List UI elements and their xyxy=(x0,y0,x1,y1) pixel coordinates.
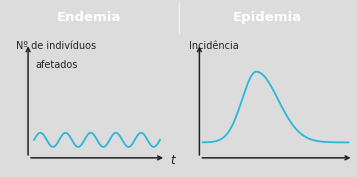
Text: Epidemia: Epidemia xyxy=(233,11,302,24)
Text: afetados: afetados xyxy=(36,60,78,70)
Text: Incidência: Incidência xyxy=(189,41,239,51)
Text: Nº de indivíduos: Nº de indivíduos xyxy=(16,41,96,51)
Text: Endemia: Endemia xyxy=(57,11,121,24)
Text: t: t xyxy=(171,154,175,167)
